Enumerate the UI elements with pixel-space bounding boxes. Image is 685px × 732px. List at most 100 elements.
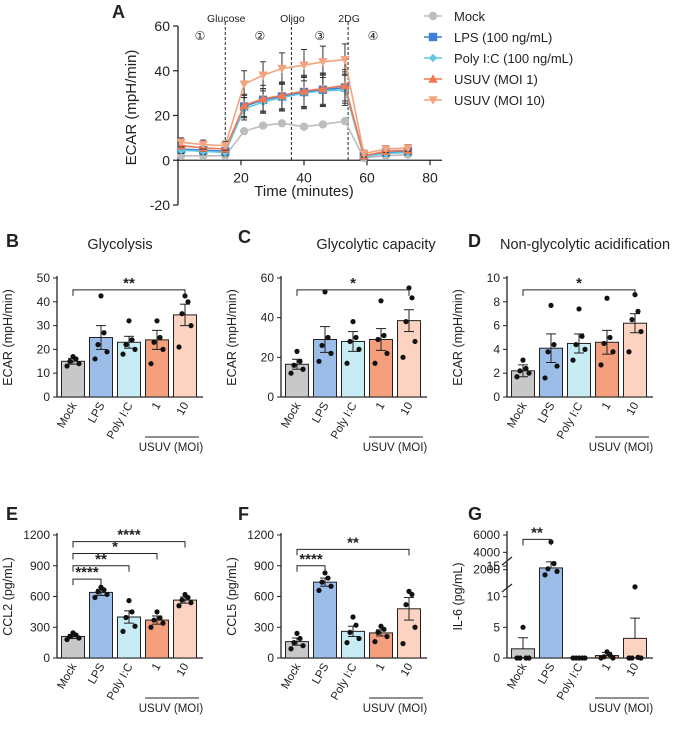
data-point — [291, 362, 297, 368]
data-point — [319, 342, 325, 349]
data-point — [579, 333, 585, 339]
y-tick-label: 600 — [30, 590, 50, 604]
y-tick-label: 900 — [30, 559, 50, 573]
y-tick-label: 2000 — [473, 563, 500, 577]
data-point — [638, 328, 644, 335]
data-point — [98, 293, 104, 299]
series-marker — [299, 122, 309, 131]
data-point — [322, 289, 328, 295]
y-tick-label: 0 — [267, 651, 274, 665]
data-point — [353, 622, 359, 628]
series-marker — [428, 53, 438, 63]
significance-bracket — [522, 289, 636, 296]
data-point — [157, 334, 163, 341]
data-point — [176, 603, 182, 609]
data-point — [356, 346, 362, 352]
data-point — [626, 349, 632, 355]
series-marker — [239, 80, 249, 89]
category-label: 1 — [600, 662, 614, 674]
data-point — [344, 640, 350, 646]
bar-4 — [623, 637, 647, 659]
data-point — [604, 295, 610, 301]
data-point — [132, 623, 138, 629]
data-point — [126, 598, 132, 604]
category-label: Poly I:C — [555, 662, 586, 703]
y-tick-label: 10 — [487, 590, 501, 604]
data-point — [288, 646, 294, 652]
significance-label: **** — [299, 551, 323, 568]
series-marker — [359, 149, 369, 159]
data-point — [381, 332, 387, 339]
series-line — [181, 88, 408, 158]
y-axis-title: CCL2 (pg/mL) — [1, 557, 15, 636]
group-label: USUV (MOI) — [589, 442, 654, 454]
series-marker — [258, 121, 268, 130]
series-marker — [318, 58, 328, 67]
chart-title: Non-glycolytic acidification — [500, 237, 670, 253]
significance-bracket — [296, 565, 326, 572]
data-point — [372, 360, 378, 366]
bar-4 — [173, 599, 197, 659]
data-point — [520, 357, 526, 363]
data-point — [95, 589, 101, 595]
data-point — [554, 568, 560, 575]
significance-bracket — [72, 565, 130, 572]
data-point — [632, 584, 638, 590]
data-point — [297, 635, 303, 642]
category-label: Poly I:C — [105, 401, 136, 442]
data-point — [526, 370, 532, 376]
series-marker — [318, 120, 328, 129]
data-point — [350, 614, 356, 620]
x-tick-label: 40 — [296, 169, 312, 185]
y-tick-label: 0 — [162, 152, 170, 168]
data-point — [92, 356, 98, 362]
bar-1 — [89, 591, 113, 659]
category-label: Poly I:C — [329, 662, 360, 703]
y-tick-label: 10 — [37, 366, 51, 380]
y-tick-label: 6 — [493, 319, 500, 333]
data-point — [154, 609, 160, 615]
y-tick-label: 40 — [37, 295, 51, 309]
category-label: LPS — [86, 400, 107, 425]
y-tick-label: 60 — [154, 18, 170, 34]
significance-bracket — [72, 541, 186, 548]
data-point — [297, 358, 303, 364]
category-label: Mock — [279, 661, 303, 691]
data-point — [384, 633, 390, 640]
data-point — [104, 349, 110, 355]
data-point — [607, 334, 613, 341]
data-point — [95, 342, 101, 348]
data-point — [120, 351, 126, 357]
category-label: Poly I:C — [105, 662, 136, 703]
data-point — [319, 579, 325, 585]
data-point — [188, 600, 194, 606]
significance-bracket — [296, 548, 410, 556]
y-axis-title: IL-6 (pg/mL) — [451, 562, 465, 630]
data-point — [151, 339, 157, 345]
significance-label: ** — [123, 275, 135, 292]
series-marker — [239, 126, 249, 136]
significance-label: **** — [75, 564, 99, 581]
y-tick-label: 20 — [37, 342, 51, 356]
y-tick-label: 8 — [493, 295, 500, 309]
data-point — [523, 365, 529, 372]
data-point — [409, 295, 415, 301]
series-marker — [428, 96, 438, 105]
series-marker — [403, 144, 413, 153]
data-point — [185, 299, 191, 305]
series-marker — [220, 142, 230, 151]
data-point — [412, 624, 418, 630]
data-point — [403, 319, 409, 325]
y-axis-title: ECAR (mpH/min) — [225, 289, 239, 386]
category-label: 10 — [175, 662, 192, 679]
x-tick-label: 60 — [359, 169, 375, 185]
category-label: Mock — [505, 400, 529, 430]
data-point — [157, 615, 163, 621]
panel-letter: E — [6, 504, 18, 524]
y-tick-label: 20 — [261, 350, 275, 364]
data-point — [375, 336, 381, 343]
y-axis-title: ECAR (mpH/min) — [1, 289, 15, 386]
panel-d-non-glycolytic-acidification: D Non-glycolytic acidification 0 2 4 6 8 10 ECAR… — [451, 231, 670, 454]
series-3 — [176, 69, 413, 160]
